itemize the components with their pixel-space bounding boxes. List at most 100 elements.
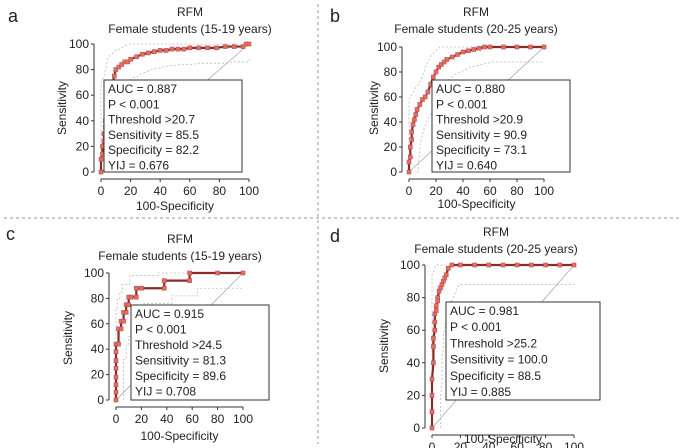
roc-point	[409, 137, 415, 142]
roc-point	[446, 265, 451, 271]
roc-point	[134, 285, 139, 291]
panel-c: c RFM Female students (15-19 years) 0 20 40 60…	[6, 224, 270, 443]
panel-letter: a	[8, 6, 19, 26]
panel-letter: d	[330, 226, 340, 246]
y-tick-label: 40	[76, 114, 90, 128]
y-axis-label: Sensitivity	[61, 311, 75, 365]
x-tick-label: 60	[186, 412, 200, 426]
x-axis-label: 100-Specificity	[140, 429, 218, 443]
x-tick-label: 0	[406, 184, 413, 198]
roc-point	[161, 278, 167, 283]
roc-point	[514, 44, 520, 50]
x-tick-label: 40	[160, 412, 174, 426]
y-tick-label: 80	[384, 65, 398, 79]
y-tick-label: 20	[407, 388, 421, 402]
roc-point	[433, 303, 439, 309]
stats-line: P < 0.001	[108, 97, 160, 111]
roc-point	[571, 262, 577, 268]
roc-point	[246, 41, 252, 47]
stats-line: YIJ = 0.885	[450, 385, 511, 399]
panel-letter: c	[6, 224, 15, 244]
x-tick-label: 80	[211, 412, 225, 426]
y-tick-label: 20	[76, 139, 90, 153]
stats-line: Sensitivity = 90.9	[436, 128, 527, 142]
y-tick-label: 60	[384, 90, 398, 104]
x-axis-label: 100-Specificity	[437, 197, 515, 211]
y-tick-label: 60	[76, 88, 90, 102]
panel-letter: b	[330, 6, 340, 26]
stats-line: Sensitivity = 85.5	[108, 128, 199, 142]
roc-point	[413, 112, 419, 117]
roc-point	[181, 46, 187, 52]
x-tick-label: 0	[113, 412, 120, 426]
roc-point	[187, 270, 192, 276]
panel-a: a RFM Female students (15-19 years) 0 20 40 60…	[8, 5, 272, 213]
x-tick-label: 20	[135, 412, 149, 426]
roc-point	[460, 49, 466, 55]
y-tick-label: 100	[400, 258, 420, 272]
chart-title: RFM	[167, 232, 193, 246]
x-tick-label: 60	[511, 440, 525, 448]
ci-upper	[408, 46, 538, 160]
roc-point	[528, 44, 533, 50]
roc-point	[113, 67, 119, 72]
roc-point	[161, 285, 167, 291]
stats-line: YIJ = 0.676	[108, 159, 169, 173]
chart-title: RFM	[177, 5, 203, 19]
roc-point	[501, 44, 506, 50]
stats-line: Threshold >20.9	[436, 113, 523, 127]
roc-point	[134, 294, 139, 300]
roc-point	[432, 319, 438, 325]
x-tick-label: 80	[213, 184, 227, 198]
roc-point	[486, 262, 492, 268]
roc-point	[429, 425, 435, 431]
y-axis-label: Sensitivity	[367, 81, 381, 135]
y-tick-label: 40	[91, 342, 105, 356]
roc-point	[139, 285, 144, 291]
roc-point	[113, 397, 119, 403]
roc-point	[113, 365, 119, 371]
roc-point	[471, 47, 477, 52]
roc-point	[231, 44, 237, 49]
y-tick-label: 0	[82, 165, 89, 179]
stats-line: YIJ = 0.708	[135, 385, 196, 399]
stats-box	[103, 79, 243, 173]
y-tick-label: 60	[91, 317, 105, 331]
x-tick-label: 100	[534, 184, 554, 198]
y-tick-label: 80	[76, 63, 90, 77]
x-tick-label: 40	[482, 440, 496, 448]
roc-point	[432, 327, 438, 333]
stats-line: AUC = 0.915	[135, 307, 204, 321]
roc-point	[126, 302, 131, 308]
roc-point	[113, 358, 119, 363]
roc-point	[113, 382, 119, 388]
x-tick-label: 0	[98, 184, 105, 198]
roc-point	[543, 262, 548, 268]
roc-point	[140, 51, 145, 57]
x-axis-label: 100-Specificity	[464, 432, 542, 446]
y-tick-label: 20	[91, 368, 105, 382]
roc-point	[408, 154, 413, 160]
stats-line: Threshold >20.7	[108, 113, 195, 127]
roc-point	[425, 89, 431, 95]
roc-point	[113, 349, 119, 355]
roc-point	[435, 295, 440, 300]
stats-line: P < 0.001	[450, 320, 502, 334]
roc-point	[187, 45, 193, 51]
ci-lower	[440, 284, 574, 428]
chart-subtitle: Female students (20-25 years)	[414, 242, 577, 256]
chart-subtitle: Female students (20-25 years)	[394, 22, 557, 36]
roc-point	[151, 49, 157, 54]
stats-box	[431, 79, 571, 173]
roc-point	[223, 44, 228, 49]
roc-point	[157, 48, 163, 53]
stats-line: Specificity = 73.1	[436, 143, 527, 157]
y-tick-label: 40	[384, 115, 398, 129]
roc-point	[441, 59, 447, 65]
x-tick-label: 0	[429, 440, 436, 448]
roc-point	[119, 62, 125, 67]
roc-point	[487, 44, 493, 50]
roc-point	[466, 48, 471, 54]
roc-point	[125, 59, 130, 65]
